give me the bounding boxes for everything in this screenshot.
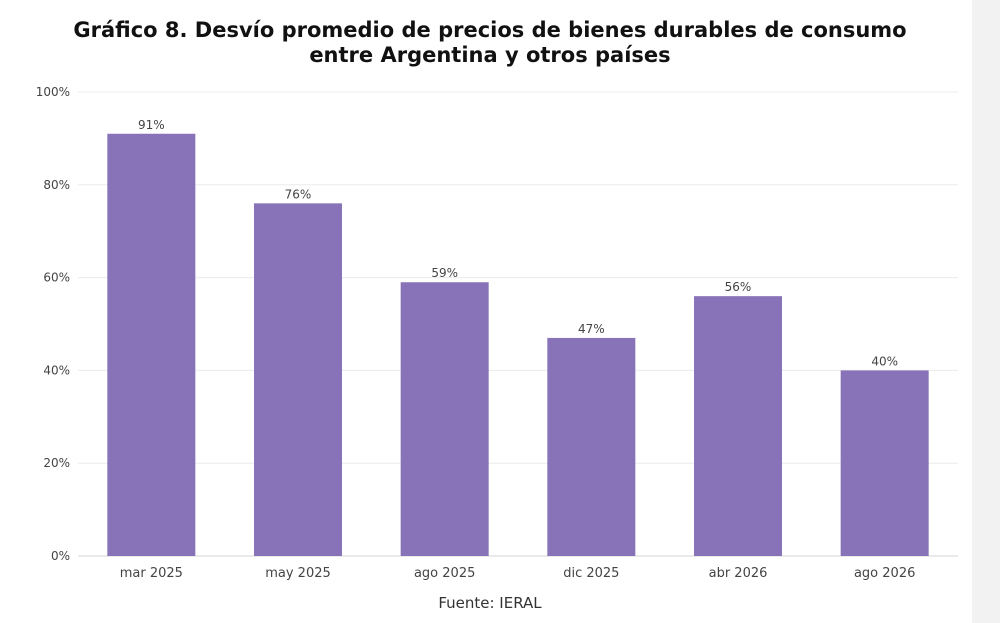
chart-title: Gráfico 8. Desvío promedio de precios de…: [0, 18, 980, 68]
bar: [840, 370, 929, 556]
x-tick-label: abr 2026: [709, 566, 768, 581]
y-tick-label: 40%: [43, 363, 70, 377]
chart-source: Fuente: IERAL: [438, 594, 542, 612]
x-tick-label: ago 2026: [854, 566, 915, 581]
y-tick-label: 0%: [51, 549, 70, 563]
x-tick-label: may 2025: [265, 566, 331, 581]
chart-title-line-2: entre Argentina y otros países: [309, 43, 671, 67]
y-axis-ticks: 0% 20% 40% 60% 80% 100%: [36, 85, 70, 563]
bar: [254, 203, 342, 557]
bar: [694, 296, 782, 556]
bar-chart: 0% 20% 40% 60% 80% 100% 91% 76% 59% 47% 56% 40% ma…: [36, 85, 958, 581]
data-label: 59%: [431, 266, 458, 280]
bar: [400, 282, 489, 556]
x-tick-label: ago 2025: [414, 566, 475, 581]
x-axis-ticks: mar 2025 may 2025 ago 2025 dic 2025 abr 2026…: [120, 566, 916, 581]
data-label: 40%: [871, 354, 898, 368]
x-tick-label: dic 2025: [563, 566, 619, 581]
bars: [107, 133, 929, 557]
data-labels: 91% 76% 59% 47% 56% 40%: [138, 118, 898, 369]
y-tick-label: 60%: [43, 271, 70, 285]
y-tick-label: 80%: [43, 178, 70, 192]
y-tick-label: 100%: [36, 85, 70, 99]
data-label: 91%: [138, 118, 165, 132]
bar: [547, 337, 636, 556]
bar: [107, 133, 196, 556]
y-tick-label: 20%: [43, 456, 70, 470]
data-label: 76%: [285, 187, 312, 201]
x-tick-label: mar 2025: [120, 566, 183, 581]
chart-title-line-1: Gráfico 8. Desvío promedio de precios de…: [73, 18, 907, 42]
data-label: 56%: [725, 280, 752, 294]
gridlines: [78, 91, 958, 557]
chart-card: Gráfico 8. Desvío promedio de precios de…: [0, 0, 972, 623]
data-label: 47%: [578, 322, 605, 336]
